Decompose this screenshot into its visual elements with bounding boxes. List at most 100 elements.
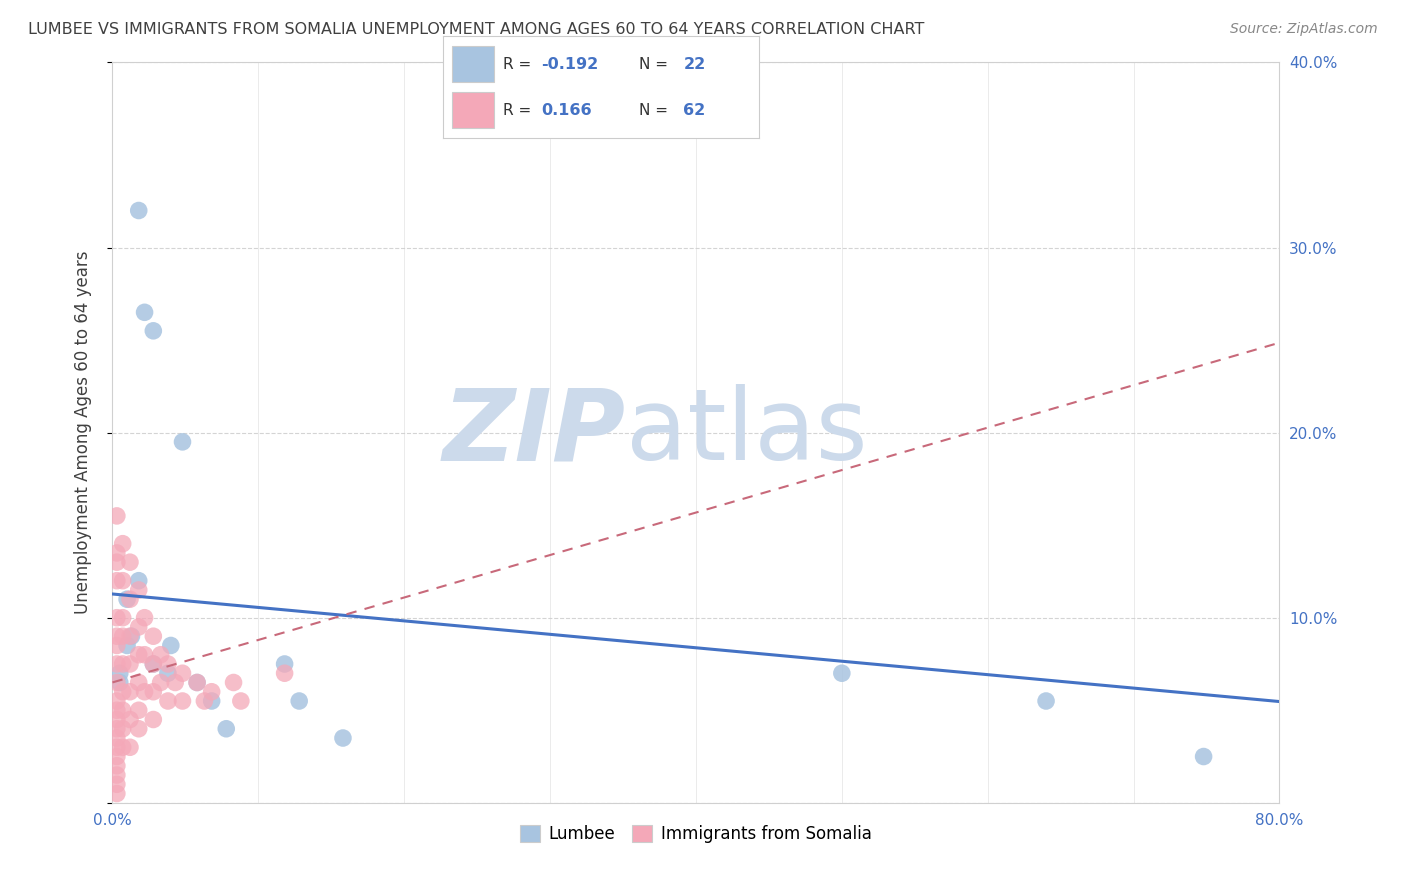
Text: 62: 62 — [683, 103, 706, 118]
Text: Source: ZipAtlas.com: Source: ZipAtlas.com — [1230, 22, 1378, 37]
Point — [105, 639, 128, 653]
Text: R =: R = — [503, 103, 541, 118]
Point — [156, 694, 179, 708]
Point — [105, 749, 128, 764]
Point — [186, 675, 208, 690]
Point — [1192, 749, 1215, 764]
Point — [105, 555, 128, 569]
Point — [115, 639, 138, 653]
Text: N =: N = — [640, 57, 673, 72]
Point — [142, 657, 165, 671]
Point — [111, 703, 134, 717]
Point — [118, 713, 141, 727]
Point — [215, 722, 238, 736]
Point — [172, 434, 194, 449]
Point — [105, 574, 128, 588]
Point — [165, 675, 187, 690]
Point — [105, 629, 128, 643]
Point — [111, 536, 134, 550]
Point — [105, 675, 128, 690]
Point — [128, 675, 150, 690]
Point — [118, 657, 141, 671]
Point — [1035, 694, 1057, 708]
Point — [105, 703, 128, 717]
Point — [201, 685, 224, 699]
Point — [134, 685, 156, 699]
Point — [149, 675, 172, 690]
FancyBboxPatch shape — [453, 92, 494, 128]
Text: R =: R = — [503, 57, 536, 72]
Point — [120, 629, 142, 643]
Point — [201, 694, 224, 708]
Point — [142, 713, 165, 727]
Point — [128, 648, 150, 662]
Point — [128, 203, 150, 218]
Text: 0.166: 0.166 — [541, 103, 592, 118]
Point — [111, 740, 134, 755]
Point — [831, 666, 853, 681]
Point — [273, 666, 295, 681]
Point — [105, 758, 128, 772]
Point — [108, 675, 131, 690]
Text: atlas: atlas — [626, 384, 868, 481]
Point — [186, 675, 208, 690]
Point — [105, 787, 128, 801]
Point — [134, 648, 156, 662]
Point — [142, 685, 165, 699]
Point — [128, 620, 150, 634]
Point — [142, 629, 165, 643]
Point — [111, 657, 134, 671]
Point — [105, 731, 128, 745]
Point — [105, 768, 128, 782]
Text: 22: 22 — [683, 57, 706, 72]
Point — [118, 740, 141, 755]
Point — [105, 546, 128, 560]
Point — [128, 722, 150, 736]
Point — [118, 685, 141, 699]
Point — [118, 629, 141, 643]
Point — [229, 694, 252, 708]
Point — [128, 574, 150, 588]
Point — [149, 648, 172, 662]
Text: ZIP: ZIP — [443, 384, 626, 481]
Point — [222, 675, 245, 690]
Point — [105, 722, 128, 736]
Point — [128, 703, 150, 717]
Point — [156, 666, 179, 681]
Point — [142, 324, 165, 338]
Point — [172, 694, 194, 708]
Point — [105, 694, 128, 708]
Point — [193, 694, 215, 708]
Point — [142, 657, 165, 671]
FancyBboxPatch shape — [453, 46, 494, 82]
Legend: Lumbee, Immigrants from Somalia: Lumbee, Immigrants from Somalia — [513, 819, 879, 850]
Point — [134, 305, 156, 319]
Point — [105, 740, 128, 755]
Point — [108, 666, 131, 681]
Text: N =: N = — [640, 103, 673, 118]
Point — [273, 657, 295, 671]
Point — [332, 731, 354, 745]
Point — [105, 713, 128, 727]
Y-axis label: Unemployment Among Ages 60 to 64 years: Unemployment Among Ages 60 to 64 years — [73, 251, 91, 615]
Point — [111, 629, 134, 643]
Point — [288, 694, 311, 708]
Text: -0.192: -0.192 — [541, 57, 598, 72]
Point — [111, 722, 134, 736]
Point — [111, 610, 134, 624]
Point — [115, 592, 138, 607]
Point — [105, 657, 128, 671]
Point — [134, 610, 156, 624]
Point — [172, 666, 194, 681]
Point — [118, 555, 141, 569]
Point — [105, 610, 128, 624]
Point — [111, 574, 134, 588]
Point — [105, 508, 128, 523]
Point — [128, 582, 150, 597]
Point — [105, 777, 128, 791]
Point — [111, 685, 134, 699]
Point — [156, 657, 179, 671]
Point — [118, 592, 141, 607]
Text: LUMBEE VS IMMIGRANTS FROM SOMALIA UNEMPLOYMENT AMONG AGES 60 TO 64 YEARS CORRELA: LUMBEE VS IMMIGRANTS FROM SOMALIA UNEMPL… — [28, 22, 925, 37]
Point — [160, 639, 183, 653]
